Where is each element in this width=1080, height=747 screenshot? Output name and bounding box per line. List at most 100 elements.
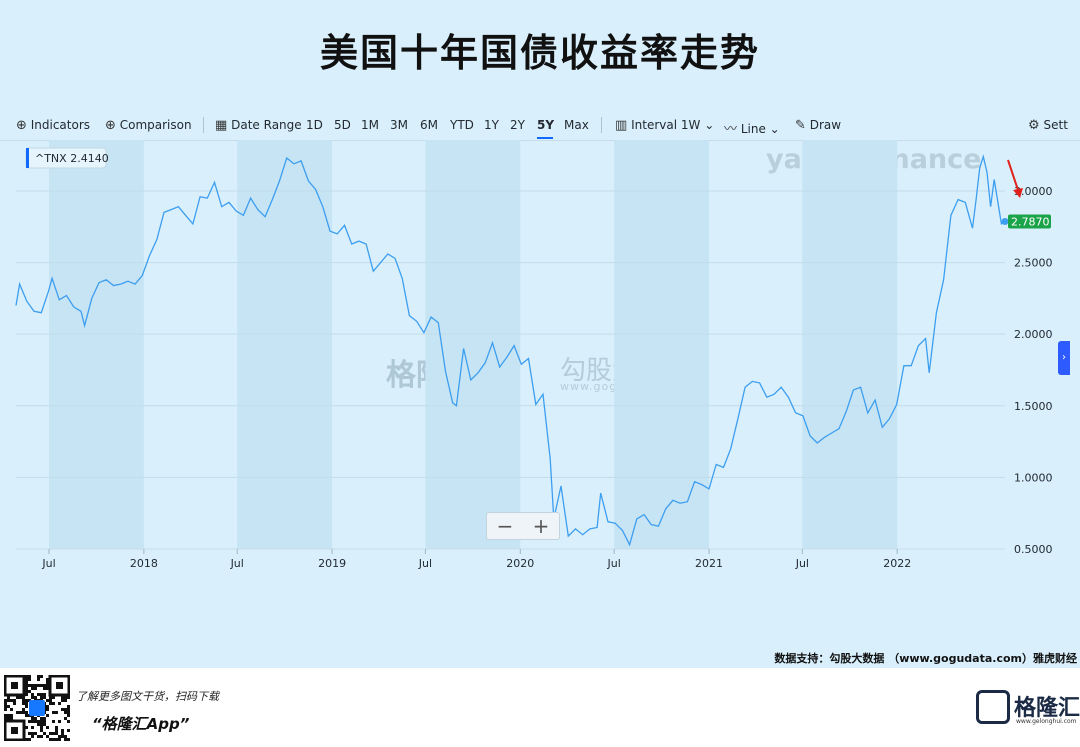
qr-module xyxy=(22,702,25,705)
gelonghui-logo-text: 格隆汇 xyxy=(1014,696,1080,721)
qr-module xyxy=(55,726,58,729)
qr-finder xyxy=(48,675,70,697)
qr-module xyxy=(46,681,49,684)
qr-module xyxy=(34,732,37,735)
range-1y[interactable]: 1Y xyxy=(484,118,499,132)
y-tick-label: 3.0000 xyxy=(1014,185,1053,198)
x-tick-label: 2021 xyxy=(695,557,723,570)
y-tick-label: 0.5000 xyxy=(1014,543,1053,556)
settings-button[interactable]: ⚙ Sett xyxy=(1028,118,1068,133)
range-2y[interactable]: 2Y xyxy=(510,118,525,132)
y-tick-label: 1.5000 xyxy=(1014,400,1053,413)
qr-module xyxy=(67,696,70,699)
qr-module xyxy=(13,699,16,702)
qr-module xyxy=(40,693,43,696)
alternating-half-year-bands xyxy=(49,140,898,549)
range-max[interactable]: Max xyxy=(564,118,589,132)
x-tick-label: Jul xyxy=(607,557,621,570)
qr-module xyxy=(58,735,61,738)
qr-module xyxy=(46,699,49,702)
qr-module xyxy=(28,714,31,717)
comparison-button[interactable]: ⊕ Comparison xyxy=(105,118,192,133)
source-note: 数据支持：勾股大数据 （www.gogudata.com）雅虎财经 xyxy=(774,652,1077,665)
qr-module xyxy=(25,690,28,693)
qr-module xyxy=(46,735,49,738)
zoom-out-button[interactable]: − xyxy=(496,514,514,538)
draw-button[interactable]: ✎ Draw xyxy=(795,118,841,133)
last-price-label: 2.7870 xyxy=(1011,215,1050,228)
range-3m[interactable]: 3M xyxy=(390,118,408,132)
x-tick-label: 2022 xyxy=(883,557,911,570)
half-year-band xyxy=(425,140,521,549)
indicators-button[interactable]: ⊕ Indicators xyxy=(16,118,90,133)
qr-module xyxy=(25,702,28,705)
qr-module xyxy=(52,720,55,723)
qr-module xyxy=(37,720,40,723)
qr-module xyxy=(25,678,28,681)
qr-module xyxy=(4,714,7,717)
promo-line-2: “格隆汇App” xyxy=(92,715,190,733)
qr-module xyxy=(40,723,43,726)
qr-module xyxy=(31,687,34,690)
qr-module xyxy=(40,735,43,738)
qr-module xyxy=(55,711,58,714)
interval-button[interactable]: ▥ Interval 1W ⌄ xyxy=(615,118,714,133)
qr-module xyxy=(34,696,37,699)
line-type-button[interactable]: 〰 Line ⌄ xyxy=(724,118,780,137)
qr-module xyxy=(64,717,67,720)
x-tick-label: 2019 xyxy=(318,557,346,570)
half-year-band xyxy=(614,140,710,549)
qr-module xyxy=(49,738,52,741)
qr-module xyxy=(64,696,67,699)
qr-module xyxy=(34,684,37,687)
active-range-underline xyxy=(537,137,553,139)
promo-line-1: 了解更多图文干货，扫码下载 xyxy=(76,690,219,703)
qr-module xyxy=(7,696,10,699)
qr-module xyxy=(67,738,70,741)
zoom-in-button[interactable]: + xyxy=(532,514,550,538)
qr-module xyxy=(67,705,70,708)
plus-circle-icon: ⊕ xyxy=(105,118,116,133)
chart-top-rule xyxy=(0,140,1080,141)
range-5d[interactable]: 5D xyxy=(334,118,351,132)
yield-line-chart[interactable]: Jul 2018 Jul 2019 Jul 2020 Jul 2021 Jul 2022 0.50… xyxy=(0,140,1080,580)
x-tick-label: Jul xyxy=(795,557,809,570)
range-6m[interactable]: 6M xyxy=(420,118,438,132)
line-chart-icon: 〰 xyxy=(724,122,738,137)
expand-panel-chevron-icon[interactable]: › xyxy=(1058,341,1070,375)
qr-module xyxy=(7,714,10,717)
qr-module xyxy=(19,696,22,699)
qr-module xyxy=(10,714,13,717)
arrow-head xyxy=(1013,188,1023,198)
qr-module xyxy=(13,702,16,705)
y-axis-ticks: 0.5000 1.0000 1.5000 2.0000 2.5000 3.0000 xyxy=(1014,185,1053,556)
line-type-label: Line xyxy=(740,122,766,136)
qr-code-image xyxy=(4,675,70,741)
range-5y[interactable]: 5Y xyxy=(537,118,555,132)
qr-module xyxy=(25,705,28,708)
range-1m[interactable]: 1M xyxy=(361,118,379,132)
calendar-icon: ▦ xyxy=(215,118,228,133)
qr-module xyxy=(37,735,40,738)
x-tick-label: Jul xyxy=(418,557,432,570)
toolbar-divider xyxy=(601,117,602,133)
qr-module xyxy=(46,726,49,729)
half-year-band xyxy=(49,140,144,549)
range-1d[interactable]: 1D xyxy=(306,118,323,132)
qr-module xyxy=(34,720,37,723)
qr-module xyxy=(22,696,25,699)
qr-module xyxy=(25,714,28,717)
qr-module xyxy=(52,696,55,699)
qr-module xyxy=(25,699,28,702)
comparison-label: Comparison xyxy=(119,118,192,132)
qr-module xyxy=(37,693,40,696)
settings-label: Sett xyxy=(1043,118,1068,132)
date-range-button[interactable]: ▦ Date Range xyxy=(215,118,302,133)
last-price-badge xyxy=(1008,214,1051,229)
candlestick-icon: ▥ xyxy=(615,118,628,133)
range-ytd[interactable]: YTD xyxy=(450,118,474,132)
qr-module xyxy=(61,699,64,702)
qr-module xyxy=(16,711,19,714)
qr-module xyxy=(40,729,43,732)
qr-module xyxy=(19,711,22,714)
